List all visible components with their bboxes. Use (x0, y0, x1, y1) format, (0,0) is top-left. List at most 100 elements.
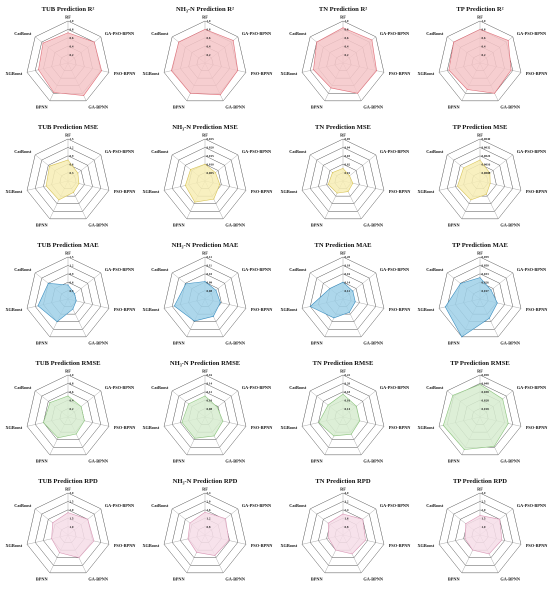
axis-label: XGBoost (280, 543, 297, 548)
data-point (67, 159, 69, 161)
data-point (330, 87, 332, 89)
tick-label: 4.0 (345, 491, 349, 495)
tick-label: 0.9 (70, 154, 74, 158)
grid-ring (446, 501, 514, 566)
radar-chart: NH₃-N Prediction R² 0.2 0.4 0.6 0.8 1.0RF GA-P… (142, 6, 273, 109)
tick-label: 0.14 (207, 382, 213, 386)
axis-label: BPNN (173, 222, 186, 227)
axis-label: CatBoost (14, 267, 32, 272)
tick-label: 0.6 (70, 36, 74, 40)
axis-label: CatBoost (426, 385, 444, 390)
grid-ring (455, 155, 505, 204)
axis-label: PSO-BPNN (251, 543, 273, 548)
axis-label: XGBoost (5, 71, 22, 76)
axis-label: GA-PSO-BPNN (242, 31, 272, 36)
axis-label: GA-BPNN (363, 458, 383, 463)
data-point (318, 422, 320, 424)
data-point (351, 553, 353, 555)
axis-label: GA-PSO-BPNN (380, 267, 410, 272)
data-point (67, 395, 69, 397)
axis-label: XGBoost (280, 307, 297, 312)
data-point (185, 283, 187, 285)
tick-label: 0.3 (70, 171, 74, 175)
tick-label: 0.059 (482, 255, 490, 259)
tick-label: 0.9 (70, 272, 74, 276)
tick-label: 0.020 (207, 146, 215, 150)
axis-label: GA-BPNN (88, 222, 108, 227)
tick-label: 0.18 (345, 264, 351, 268)
radar-chart: TN Prediction RMSE 0.14 0.16 0.18 0.20 0.22RF… (280, 360, 411, 463)
grid-ring (301, 138, 385, 220)
axis-label: XGBoost (280, 71, 297, 76)
grid-ring (171, 147, 239, 212)
axis-label: RF (477, 133, 483, 138)
data-point (456, 185, 458, 187)
axis-label: BPNN (36, 576, 49, 581)
data-point (465, 523, 467, 525)
grid-ring (26, 256, 110, 338)
axis-label: CatBoost (426, 267, 444, 272)
axis-label: RF (340, 251, 346, 256)
axis-label: PSO-BPNN (251, 189, 273, 194)
radar-chart: NH₃-N Prediction RMSE 0.08 0.10 0.12 0.14 0.1… (142, 360, 273, 463)
axis-label: BPNN (311, 458, 324, 463)
data-polygon (448, 29, 512, 94)
grid-ring (180, 391, 230, 440)
data-point (75, 300, 77, 302)
data-point (228, 539, 230, 541)
tick-label: 0.005 (207, 171, 215, 175)
axis-label: GA-BPNN (363, 576, 383, 581)
tick-label: 0.18 (345, 390, 351, 394)
data-polygon (309, 281, 356, 319)
data-point (170, 70, 172, 72)
data-point (37, 305, 39, 307)
axis-label: GA-PSO-BPNN (380, 385, 410, 390)
axis-label: CatBoost (426, 503, 444, 508)
data-point (42, 422, 44, 424)
data-point (327, 404, 329, 406)
data-point (335, 549, 337, 551)
tick-label: 0.12 (207, 390, 213, 394)
chart-title: TP Prediction MAE (452, 242, 509, 249)
tick-label: 0.6 (70, 162, 74, 166)
axis-label: XGBoost (280, 189, 297, 194)
data-point (452, 394, 454, 396)
axis-label: RF (65, 251, 71, 256)
tick-label: 2.4 (207, 491, 211, 495)
tick-label: 3.0 (70, 491, 74, 495)
chart-title: TN Prediction R² (319, 6, 367, 13)
axis-label: XGBoost (142, 189, 159, 194)
grid-ring (301, 492, 385, 574)
data-point (371, 39, 373, 41)
data-point (215, 289, 217, 291)
tick-label: 2.0 (482, 508, 486, 512)
axis-label: RF (477, 369, 483, 374)
axis-label: GA-PSO-BPNN (242, 267, 272, 272)
axis-label: RF (65, 369, 71, 374)
tick-label: 0.8 (482, 28, 486, 32)
tick-label: 1.2 (207, 516, 211, 520)
axis-label: PSO-BPNN (114, 71, 136, 76)
axis-label: CatBoost (151, 385, 169, 390)
grid-ring (34, 501, 102, 566)
axis-label: BPNN (173, 576, 186, 581)
data-point (219, 302, 221, 303)
axis-label: GA-BPNN (88, 458, 108, 463)
data-point (56, 321, 58, 323)
data-point (485, 193, 487, 195)
data-point (489, 182, 491, 184)
data-point (342, 393, 344, 395)
axis-label: PSO-BPNN (389, 71, 411, 76)
data-point (38, 69, 40, 71)
axis-label: CatBoost (14, 149, 32, 154)
radar-chart: NH₃-N Prediction MAE 0.08 0.09 0.10 0.11 0.12… (142, 242, 273, 345)
data-polygon (318, 393, 361, 437)
tick-label: 0.028 (482, 398, 490, 402)
axis-label: GA-PSO-BPNN (105, 503, 135, 508)
grid-ring (438, 492, 522, 574)
axis-label: RF (340, 133, 346, 138)
axis-label: GA-BPNN (88, 576, 108, 581)
tick-label: 0.8 (207, 28, 211, 32)
tick-label: 0.4 (70, 44, 74, 48)
tick-label: 0.4 (482, 44, 486, 48)
